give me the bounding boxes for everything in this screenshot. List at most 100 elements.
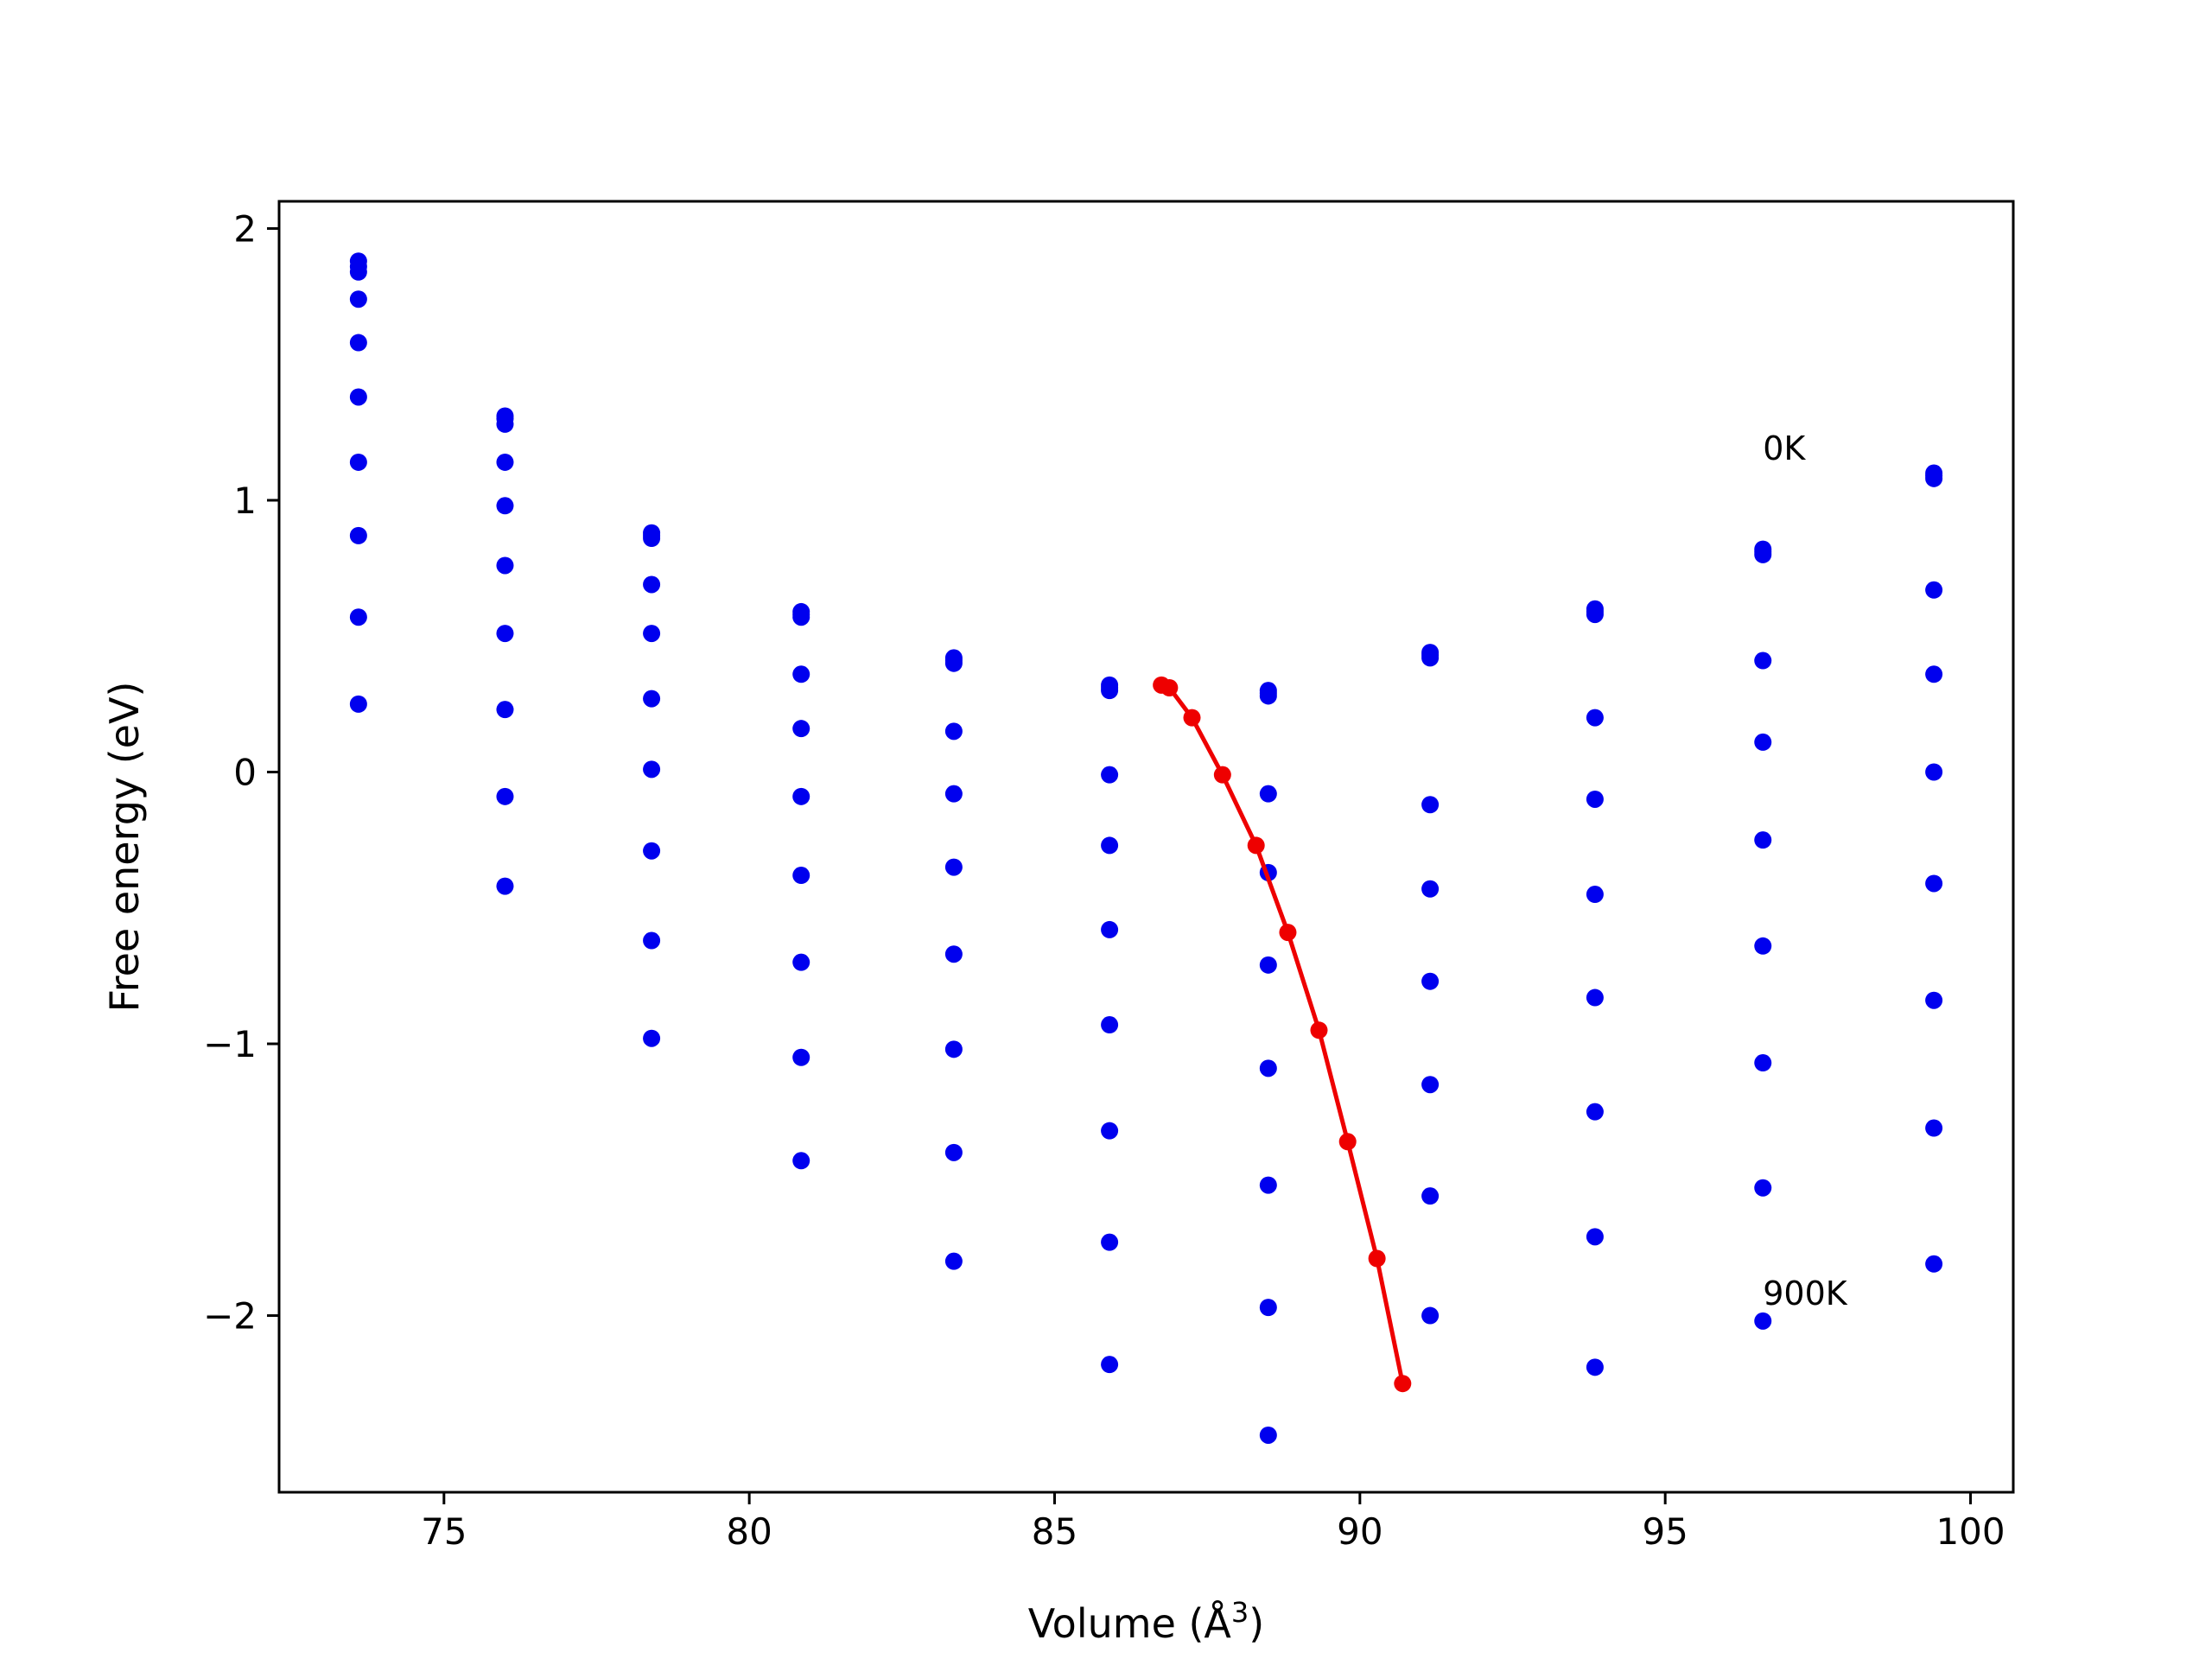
- data-point: [1754, 733, 1772, 751]
- data-point: [944, 1143, 963, 1161]
- data-point: [349, 526, 367, 544]
- data-point: [1754, 831, 1772, 849]
- data-point: [496, 556, 514, 575]
- data-point: [944, 722, 963, 741]
- minimum-point: [1338, 1133, 1357, 1151]
- data-point: [792, 720, 810, 738]
- data-point: [496, 453, 514, 471]
- data-point: [1101, 1016, 1119, 1034]
- data-point: [1754, 652, 1772, 670]
- data-point: [643, 530, 661, 548]
- data-point: [643, 1029, 661, 1047]
- x-tick-label: 75: [421, 1510, 467, 1553]
- data-point: [1925, 469, 1943, 487]
- minimum-point: [1279, 924, 1297, 942]
- data-point: [349, 290, 367, 308]
- data-point: [1101, 682, 1119, 700]
- y-tick-label: 1: [233, 480, 257, 522]
- data-point: [1586, 988, 1604, 1007]
- minimum-point: [1213, 766, 1231, 784]
- y-axis-label: Free energy (eV): [101, 682, 148, 1013]
- minimum-point: [1247, 836, 1265, 855]
- x-tick-label: 80: [726, 1510, 772, 1553]
- data-point: [1925, 1255, 1943, 1273]
- data-point: [643, 760, 661, 779]
- data-point: [792, 608, 810, 626]
- data-point: [1421, 649, 1440, 667]
- data-point: [496, 497, 514, 515]
- data-point: [349, 263, 367, 281]
- data-point: [643, 690, 661, 708]
- data-point: [1925, 581, 1943, 599]
- data-point: [1421, 1306, 1440, 1325]
- data-point: [1586, 886, 1604, 904]
- data-point: [1421, 972, 1440, 990]
- data-point: [496, 415, 514, 433]
- x-tick-label: 85: [1032, 1510, 1077, 1553]
- data-point: [1586, 606, 1604, 624]
- data-point: [1925, 665, 1943, 683]
- y-tick-label: 0: [233, 752, 257, 794]
- x-axis-label: Volume (Å3): [1028, 1596, 1264, 1647]
- data-point: [1754, 1312, 1772, 1330]
- data-point: [1101, 1233, 1119, 1251]
- data-point: [792, 787, 810, 805]
- data-point: [1586, 709, 1604, 727]
- data-point: [643, 842, 661, 860]
- y-tick-label: 2: [233, 207, 257, 250]
- data-point: [1421, 796, 1440, 814]
- data-point: [944, 1040, 963, 1058]
- annotation-label: 0K: [1763, 429, 1806, 467]
- axes: 75 80 85 90 95 100 −2 −1 0 1 2: [203, 207, 2005, 1553]
- x-axis-label-main: Volume (Å: [1028, 1600, 1232, 1647]
- data-point: [1101, 920, 1119, 938]
- data-point: [1259, 1176, 1277, 1194]
- minimum-point: [1368, 1249, 1386, 1268]
- x-axis-label-superscript: 3: [1231, 1596, 1249, 1629]
- data-point: [944, 945, 963, 963]
- data-point: [349, 608, 367, 626]
- data-point: [1586, 1228, 1604, 1246]
- data-point: [496, 787, 514, 805]
- data-point: [1586, 790, 1604, 808]
- x-axis-label-suffix: ): [1249, 1600, 1264, 1647]
- data-point: [1259, 1059, 1277, 1077]
- data-point: [496, 877, 514, 895]
- data-point: [1259, 785, 1277, 803]
- data-point: [1421, 880, 1440, 898]
- data-point: [349, 695, 367, 713]
- data-point: [349, 334, 367, 352]
- annotations: 0K 900K: [1763, 429, 1848, 1313]
- x-tick-label: 100: [1936, 1510, 2005, 1553]
- data-point: [1101, 1122, 1119, 1140]
- data-point: [1259, 687, 1277, 705]
- y-tick-label: −2: [203, 1295, 257, 1338]
- data-point: [349, 453, 367, 471]
- data-point: [792, 953, 810, 971]
- data-point: [1259, 1299, 1277, 1317]
- data-point: [1754, 545, 1772, 563]
- plot-frame: [277, 200, 2015, 1494]
- data-point: [1101, 766, 1119, 784]
- data-point: [792, 1152, 810, 1170]
- y-tick-label: −1: [203, 1023, 257, 1065]
- minimum-point: [1183, 709, 1201, 727]
- data-point: [792, 1048, 810, 1066]
- annotation-label: 900K: [1763, 1274, 1848, 1313]
- data-point: [1925, 874, 1943, 893]
- data-point: [1754, 937, 1772, 955]
- data-point: [944, 785, 963, 803]
- data-point: [1925, 1119, 1943, 1137]
- data-point: [1101, 1356, 1119, 1374]
- data-point: [1925, 763, 1943, 781]
- data-point: [1101, 836, 1119, 855]
- data-point: [1754, 1054, 1772, 1072]
- minimum-point: [1310, 1021, 1328, 1039]
- data-point: [944, 654, 963, 672]
- data-point: [792, 665, 810, 683]
- data-point: [944, 858, 963, 876]
- minimum-point: [1394, 1375, 1412, 1393]
- data-point: [792, 867, 810, 885]
